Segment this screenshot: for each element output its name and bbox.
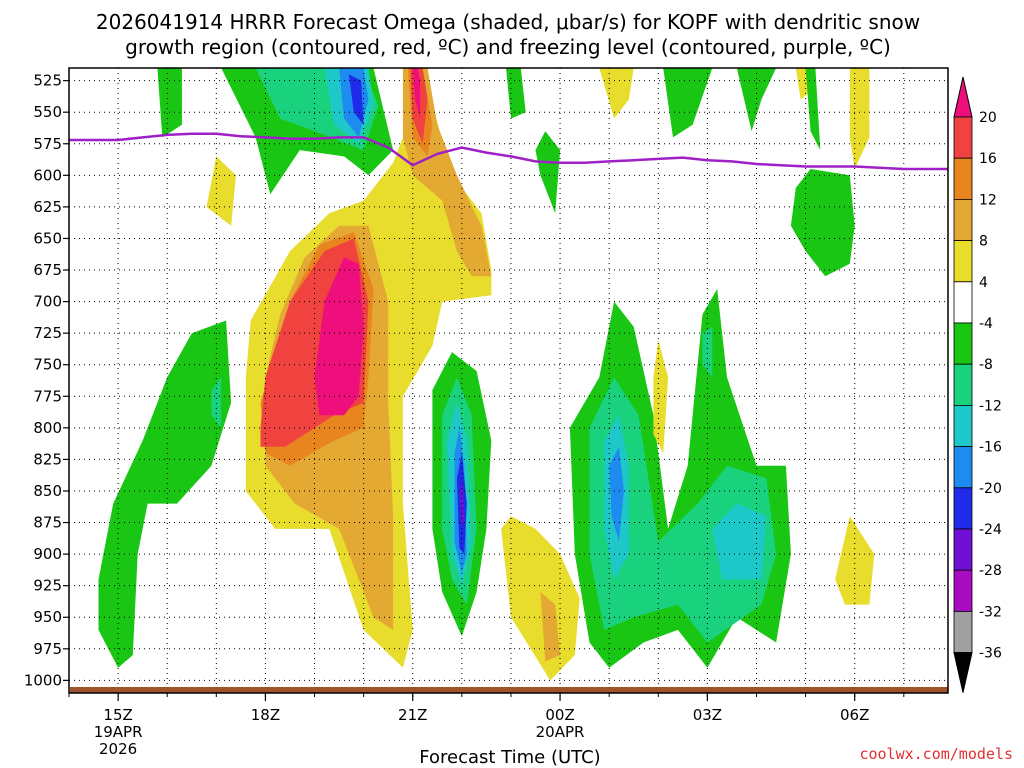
chart-title-line-1: 2026041914 HRRR Forecast Omega (shaded, …: [96, 10, 920, 34]
omega-region-green-left: [98, 320, 232, 668]
colorbar-swatch: [953, 446, 973, 489]
y-axis: 525 550 575 600 625 650 675 700 725 750 775 800 825 8…: [24, 72, 69, 689]
y-tick-label: 600: [33, 166, 62, 184]
y-tick-label: 625: [33, 198, 62, 216]
y-tick-label: 975: [33, 640, 62, 658]
colorbar-swatch: [953, 116, 973, 159]
colorbar-label: -8: [979, 357, 993, 373]
y-tick-label: 800: [33, 419, 62, 437]
colorbar-label: 4: [979, 275, 988, 291]
y-tick-label: 650: [33, 229, 62, 247]
y-tick-label: 775: [33, 387, 62, 405]
x-tick-label: 2026: [99, 740, 137, 758]
chart-title-line-2: growth region (contoured, red, ºC) and f…: [125, 35, 891, 59]
colorbar-label: -12: [979, 398, 1002, 414]
colorbar-label: 8: [979, 234, 988, 250]
omega-region-yellow-right-small: [653, 339, 669, 454]
colorbar-swatch: [953, 363, 973, 406]
x-tick-label: 20APR: [536, 723, 585, 741]
y-tick-label: 950: [33, 608, 62, 626]
colorbar-label: 16: [979, 151, 997, 167]
y-tick-label: 750: [33, 356, 62, 374]
omega-region-yellow-far-right: [835, 516, 875, 605]
colorbar-label: -4: [979, 316, 993, 332]
omega-region-green-right-mid: [790, 169, 855, 277]
colorbar-swatch: [953, 569, 973, 612]
y-tick-label: 525: [33, 72, 62, 90]
colorbar-label: -36: [979, 646, 1002, 662]
omega-region-cyan-lower-right-2: [712, 503, 767, 580]
omega-region-yellow-lower: [501, 516, 580, 681]
omega-region-green-upper-right-1: [506, 68, 526, 119]
colorbar: 20 16 12 8 4 -4 -8 -12 -16 -20 -24 -28 -32 -36: [953, 76, 1002, 693]
plot-frame: [68, 67, 949, 694]
y-tick-label: 900: [33, 545, 62, 563]
y-tick-label: 700: [33, 293, 62, 311]
colorbar-swatch: [953, 322, 973, 365]
omega-region-sky-lower-right: [609, 446, 624, 542]
y-tick-label: 550: [33, 103, 62, 121]
omega-region-green-upper-left: [157, 68, 182, 138]
colorbar-label: 12: [979, 192, 997, 208]
omega-region-green-upper-right-5: [805, 68, 821, 151]
omega-region-yellow-upper-left: [206, 156, 236, 226]
colorbar-swatch: [953, 198, 973, 241]
colorbar-swatch: [953, 528, 973, 571]
plot-area: [68, 67, 949, 694]
y-tick-label: 875: [33, 514, 62, 532]
x-tick-label: 19APR: [94, 723, 143, 741]
x-tick-label: 21Z: [398, 706, 427, 724]
colorbar-label: -16: [979, 440, 1002, 456]
y-tick-label: 575: [33, 135, 62, 153]
colorbar-swatch: [953, 487, 973, 530]
y-tick-label: 925: [33, 577, 62, 595]
site-credit: coolwx.com/models: [859, 745, 1013, 763]
colorbar-swatch: [953, 240, 973, 283]
colorbar-label: -20: [979, 481, 1002, 497]
colorbar-swatch: [953, 157, 973, 200]
y-tick-label: 1000: [24, 671, 62, 689]
y-tick-label: 850: [33, 482, 62, 500]
y-tick-label: 725: [33, 324, 62, 342]
x-axis-label: Forecast Time (UTC): [419, 747, 600, 768]
y-tick-label: 825: [33, 450, 62, 468]
omega-region-teal-left: [211, 377, 222, 428]
omega-region-pink-center: [314, 257, 364, 416]
colorbar-label: -32: [979, 604, 1002, 620]
colorbar-label: -24: [979, 522, 1002, 538]
colorbar-label: -28: [979, 563, 1002, 579]
colorbar-swatch: [953, 611, 973, 654]
x-tick-label: 00Z: [545, 706, 574, 724]
terrain-strip: [70, 687, 948, 693]
omega-region-green-upper-right-4: [736, 68, 777, 132]
x-tick-label: 18Z: [251, 706, 280, 724]
omega-region-orange-lower: [540, 592, 561, 662]
y-tick-label: 675: [33, 261, 62, 279]
omega-region-yellow-upper-right-1: [599, 68, 634, 119]
x-tick-label: 03Z: [693, 706, 722, 724]
colorbar-bottom-arrow: [953, 652, 973, 693]
freezing-level-line: [69, 132, 948, 171]
colorbar-swatch: [953, 404, 973, 447]
colorbar-label: 20: [979, 110, 997, 126]
colorbar-swatch: [953, 281, 973, 324]
x-tick-label: 06Z: [840, 706, 869, 724]
x-tick-label: 15Z: [103, 706, 132, 724]
omega-region-green-upper-right-3: [663, 68, 713, 138]
omega-region-green-upper-right-2: [535, 131, 561, 214]
